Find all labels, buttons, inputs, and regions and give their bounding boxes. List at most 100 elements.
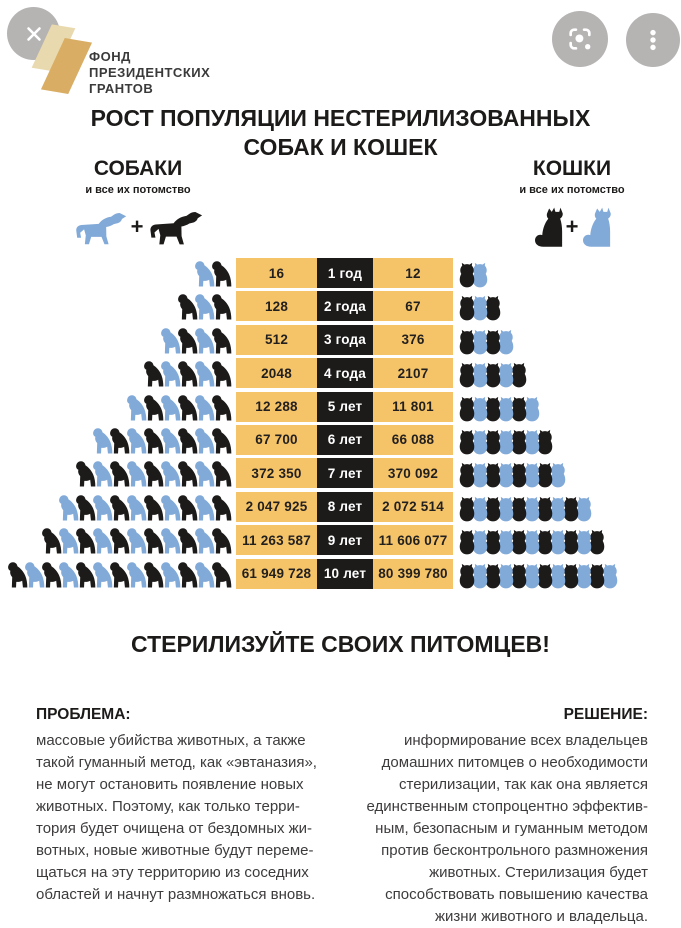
lens-button[interactable] [552,11,608,67]
table-row: 512 3 года 376 [0,324,681,355]
table-row: 2048 4 года 2107 [0,358,681,389]
dog-pictogram-stack [0,458,236,488]
dogs-count-cell: 16 [236,258,317,288]
cat-icon [457,563,477,589]
more-options-button[interactable] [626,13,680,67]
plus-icon: + [565,214,579,239]
age-cell: 10 лет [317,558,373,589]
problem-heading: ПРОБЛЕМА: [36,706,131,723]
dog-icon [208,293,233,321]
age-cell: 7 лет [317,458,373,489]
logo-text: ФОНД ПРЕЗИДЕНТСКИХ ГРАНТОВ [89,49,211,96]
cat-pictogram-stack [453,358,647,388]
cat-pictogram-stack [453,525,647,555]
cats-count-cell: 2 072 514 [373,491,453,522]
solution-body: информирование всех владельцев домашних … [366,732,648,925]
dog-icon [208,460,233,488]
cats-count-cell: 12 [373,258,453,288]
cat-icon [457,429,477,455]
dog-icon [208,360,233,388]
age-cell: 3 года [317,324,373,355]
age-cell: 6 лет [317,424,373,455]
cat-icon [457,329,477,355]
dog-black-icon [145,206,205,247]
dogs-header: СОБАКИ и все их потомство + [48,157,228,247]
kebab-menu-icon [650,29,656,51]
dogs-count-cell: 512 [236,324,317,355]
cats-count-cell: 370 092 [373,458,453,489]
table-row: 11 263 587 9 лет 11 606 077 [0,525,681,556]
cats-label: КОШКИ [532,157,612,180]
cats-count-cell: 2107 [373,358,453,389]
dog-pictogram-stack [0,525,236,555]
age-cell: 9 лет [317,525,373,556]
dog-icon [208,260,233,288]
dogs-count-cell: 61 949 728 [236,558,317,589]
cat-black-icon [532,206,564,248]
page-title: РОСТ ПОПУЛЯЦИИ НЕСТЕРИЛИЗОВАННЫХ СОБАК И… [90,105,591,160]
cat-icon [457,362,477,388]
dogs-count-cell: 12 288 [236,391,317,422]
dogs-count-cell: 2 047 925 [236,491,317,522]
dogs-count-cell: 67 700 [236,424,317,455]
dogs-sublabel: и все их потомство [85,184,191,196]
cats-count-cell: 11 801 [373,391,453,422]
cat-icon [457,529,477,555]
cat-pictogram-stack [453,258,647,288]
table-row: 16 1 год 12 [0,258,681,288]
cat-icon [457,396,477,422]
age-cell: 2 года [317,291,373,322]
cat-pictogram-stack [453,492,647,522]
problem-body: массовые убийства животных, а также тако… [36,732,317,903]
dog-icon [208,527,233,555]
cat-pictogram-stack [453,559,647,589]
cats-count-cell: 66 088 [373,424,453,455]
cat-blue-icon [580,206,612,248]
dogs-count-cell: 128 [236,291,317,322]
dog-pictogram-stack [0,291,236,321]
dog-pictogram-stack [0,492,236,522]
cat-pictogram-stack [453,291,647,321]
age-cell: 8 лет [317,491,373,522]
cats-count-cell: 376 [373,324,453,355]
cats-sublabel: и все их потомство [519,184,625,196]
close-icon [26,26,41,41]
cat-pictogram-stack [453,392,647,422]
age-cell: 5 лет [317,391,373,422]
dog-pictogram-stack [0,325,236,355]
cat-pictogram-stack [453,425,647,455]
age-cell: 1 год [317,258,373,288]
dog-pictogram-stack [0,258,236,288]
dog-icon [208,561,233,589]
table-row: 2 047 925 8 лет 2 072 514 [0,491,681,522]
dog-pictogram-stack [0,358,236,388]
cat-icon [457,295,477,321]
table-row: 372 350 7 лет 370 092 [0,458,681,489]
plus-icon: + [130,213,144,239]
lens-icon [569,28,591,50]
dogs-label: СОБАКИ [93,157,183,180]
dog-pictogram-stack [0,559,236,589]
cats-header: КОШКИ и все их потомство + [492,157,652,248]
dogs-count-cell: 2048 [236,358,317,389]
cat-icon [457,496,477,522]
table-row: 128 2 года 67 [0,291,681,322]
table-row: 61 949 728 10 лет 80 399 780 [0,558,681,589]
cat-icon [457,262,477,288]
cta-title: СТЕРИЛИЗУЙТЕ СВОИХ ПИТОМЦЕВ! [131,631,550,657]
dog-icon [208,394,233,422]
cat-icon [457,462,477,488]
age-cell: 4 года [317,358,373,389]
solution-heading: РЕШЕНИЕ: [563,706,648,723]
problem-column: ПРОБЛЕМА: массовые убийства животных, а … [36,706,328,906]
dogs-count-cell: 372 350 [236,458,317,489]
table-row: 67 700 6 лет 66 088 [0,424,681,455]
population-table: 16 1 год 12 128 2 года 67 512 3 года 376 2048 4 го… [0,258,681,589]
dog-icon [208,327,233,355]
dog-pictogram-stack [0,392,236,422]
cat-pictogram-stack [453,458,647,488]
cats-count-cell: 11 606 077 [373,525,453,556]
cats-count-cell: 67 [373,291,453,322]
dog-icon [208,427,233,455]
dog-icon [208,494,233,522]
